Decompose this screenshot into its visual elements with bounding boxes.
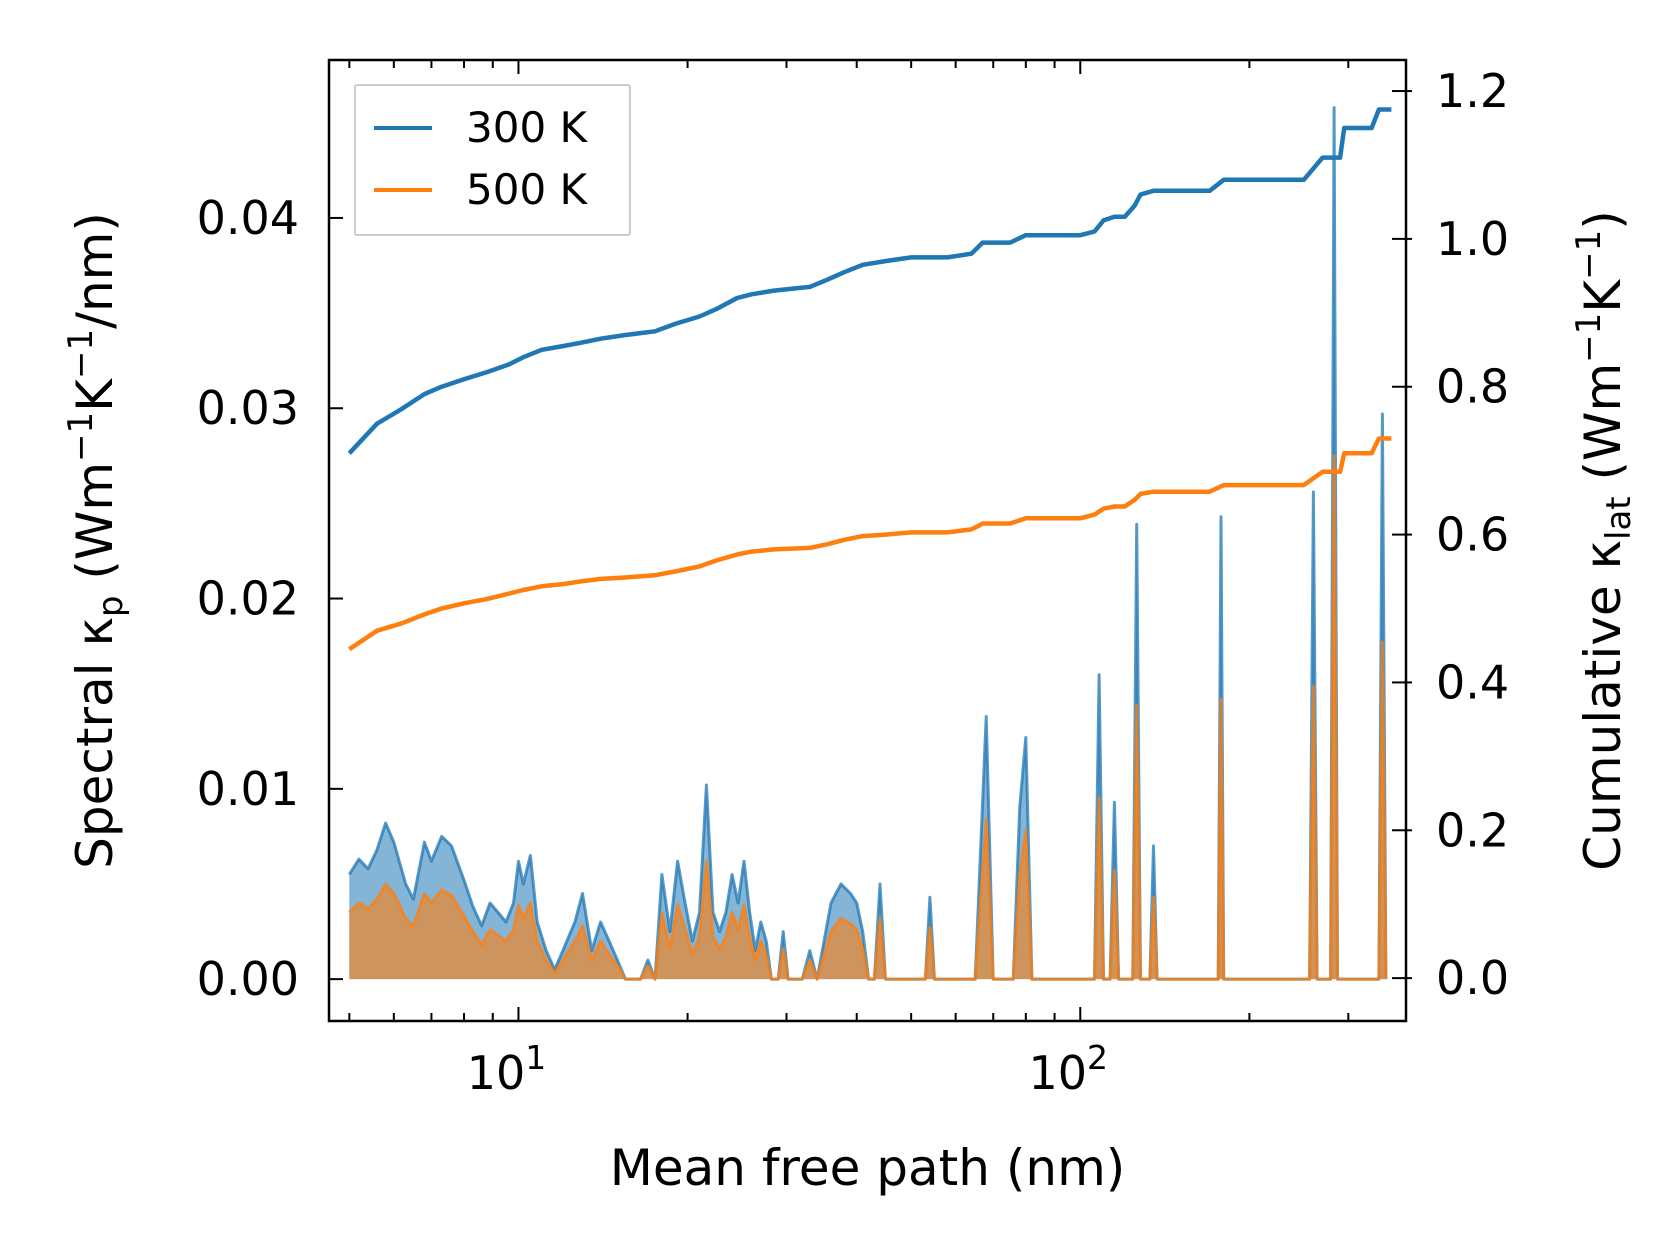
cumulative-line-500k [348,436,1392,652]
spectral-line-500k [348,454,1388,981]
left-y-tick-label: 0.04 [197,191,299,245]
right-y-tick-label: 0.8 [1436,360,1509,414]
x-tick-base: 10 [467,1046,526,1100]
series-layer [347,106,1392,981]
spectral-fill-300k [349,107,1386,980]
right-y-tick-label: 0.0 [1436,951,1509,1005]
left-y-tick-label: 0.00 [197,952,299,1006]
x-tick-exponent: 1 [525,1038,546,1077]
right-y-tick-label: 1.2 [1436,64,1509,118]
x-tick-base: 10 [1028,1046,1087,1100]
right-y-tick-label: 0.4 [1436,655,1509,709]
spectral-fill-500k [349,455,1386,980]
legend-box [354,84,631,236]
legend-label-300k: 300 K [466,103,589,152]
x-tick-exponent: 2 [1087,1038,1108,1077]
cumulative-line-300k [347,107,1392,455]
right-y-tick-label: 1.0 [1436,212,1509,266]
legend: 300 K 500 K [354,84,631,236]
right-axis-title: Cumulative κlat (Wm−1K−1) [1569,210,1639,870]
x-tick-label: 102 [1028,1038,1108,1100]
right-y-tick-label: 0.6 [1436,508,1509,562]
legend-label-500k: 500 K [466,165,589,214]
axes-layer: 101 1020.000.010.020.030.040.00.20.40.60.… [197,58,1509,1100]
left-y-tick-label: 0.03 [197,381,299,435]
plot-frame [327,58,1408,1023]
right-y-tick-label: 0.2 [1436,803,1509,857]
left-axis-title: Spectral κp (Wm−1K−1/nm) [61,212,131,869]
left-y-tick-label: 0.02 [197,572,299,626]
plot-area [347,106,1392,981]
x-tick-label: 101 [467,1038,547,1100]
left-y-tick-label: 0.01 [197,762,299,816]
x-axis-title: Mean free path (nm) [610,1139,1126,1197]
